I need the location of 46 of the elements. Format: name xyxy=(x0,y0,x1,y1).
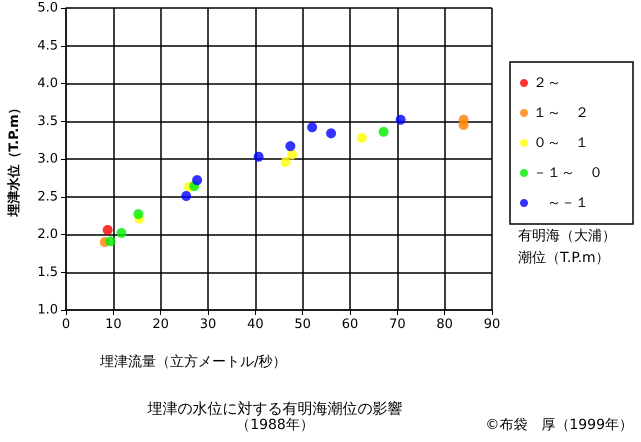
x-tick-label: 10 xyxy=(105,317,122,332)
point xyxy=(396,114,406,125)
point xyxy=(102,224,113,235)
y-tick-label: 3.5 xyxy=(37,114,58,129)
text: ©布袋 厚（1999年） xyxy=(485,417,634,433)
y-axis-title: 埋津水位（T.P.m） xyxy=(7,101,22,218)
legend-label: －１～ ０ xyxy=(533,165,603,181)
point xyxy=(458,120,469,130)
point xyxy=(133,209,144,220)
y-tick-label: 1.5 xyxy=(37,264,58,280)
legend-label: １～ ２ xyxy=(533,105,589,121)
x-axis-title: 埋津流量（立方メートル/秒） xyxy=(99,354,287,370)
point xyxy=(326,128,336,138)
x-tick-label: 20 xyxy=(152,317,169,332)
point xyxy=(356,132,367,143)
x-tick-label: 90 xyxy=(484,317,500,332)
text: 埋津の水位に対する有明海潮位の影響 xyxy=(146,400,402,418)
x-tick-label: 80 xyxy=(436,317,453,332)
text: （1988年） xyxy=(236,417,314,433)
point xyxy=(280,157,291,168)
point xyxy=(254,152,264,162)
x-tick-label: 50 xyxy=(294,317,311,332)
point xyxy=(181,190,192,201)
y-tick-label: 2.0 xyxy=(37,227,58,242)
point xyxy=(287,149,298,160)
y-tick-label: 4.0 xyxy=(37,76,58,91)
y-tick-label: 5.0 xyxy=(37,0,58,16)
y-tick-label: 4.5 xyxy=(37,38,58,54)
x-tick-label: 70 xyxy=(389,317,406,332)
y-tick-label: 2.5 xyxy=(37,189,58,204)
point xyxy=(106,236,116,246)
point xyxy=(285,141,296,152)
legend-title: 有明海（大浦）潮位（T.P.m） xyxy=(518,228,616,266)
x-tick-label: 40 xyxy=(247,317,264,332)
y-tick-label: 1.0 xyxy=(37,302,58,318)
point xyxy=(378,126,389,137)
x-tick-label: 30 xyxy=(200,317,216,332)
legend-label: ～－１ xyxy=(533,195,589,211)
x-tick-label: 0 xyxy=(62,317,70,332)
legend-label: ０～ １ xyxy=(533,135,589,151)
y-tick-label: 3.0 xyxy=(37,152,58,166)
point xyxy=(192,175,202,186)
point xyxy=(307,122,318,132)
point xyxy=(116,228,126,238)
x-tick-label: 60 xyxy=(342,317,358,332)
legend-label: ２～ xyxy=(533,75,561,91)
